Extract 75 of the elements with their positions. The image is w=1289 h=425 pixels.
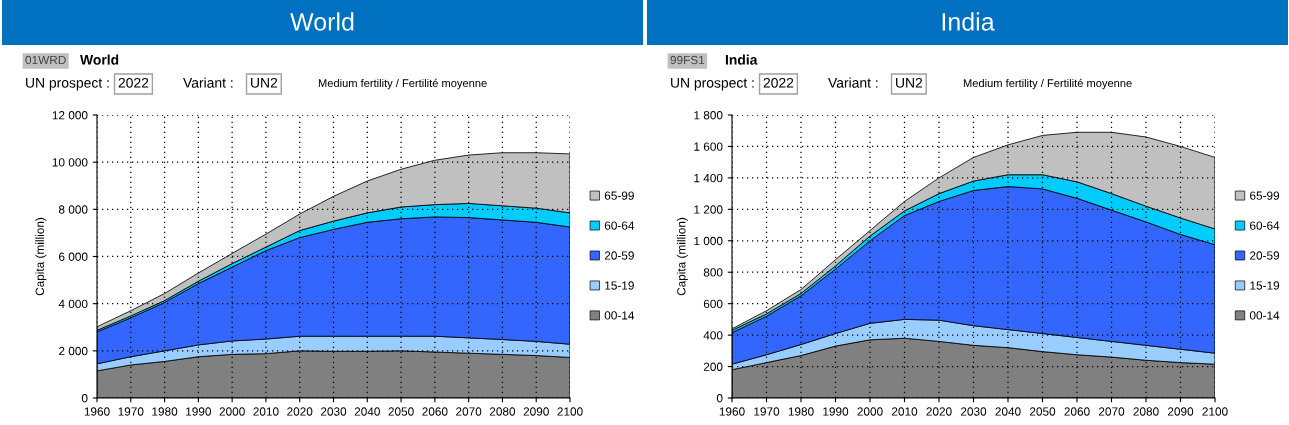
y-tick-label: 1 400 — [694, 173, 723, 183]
legend-label: 65-99 — [1250, 191, 1280, 200]
y-tick-label: 1 000 — [694, 236, 723, 246]
x-tick-label: 2070 — [1098, 407, 1125, 416]
x-tick-label: 1990 — [823, 407, 849, 416]
text: Variant : — [828, 77, 878, 88]
y-tick-label: 600 — [703, 299, 723, 309]
y-tick-label: 4 000 — [58, 299, 88, 309]
x-tick-label: 1960 — [84, 407, 110, 416]
text: UN prospect : — [671, 78, 754, 91]
text: UN prospect : — [26, 78, 109, 91]
legend-label: 20-59 — [604, 251, 634, 260]
x-tick-label: 1970 — [754, 407, 780, 416]
x-tick-label: 2010 — [891, 407, 918, 416]
x-tick-label: 1990 — [186, 407, 212, 416]
x-tick-label: 2090 — [523, 407, 549, 416]
y-tick-label: 1 200 — [694, 205, 723, 214]
text: Medium fertility / Fertilité moyenne — [963, 78, 1132, 90]
legend-label: 00-14 — [1249, 311, 1280, 320]
x-tick-label: 2060 — [1064, 407, 1090, 416]
text: 01WRD — [25, 55, 66, 65]
text: Medium fertility / Fertilité moyenne — [318, 78, 487, 90]
y-tick-label: 200 — [703, 362, 723, 371]
y-tick-label: 0 — [716, 394, 723, 403]
x-tick-label: 1980 — [788, 407, 814, 416]
chart-title: World — [290, 12, 354, 31]
text: Variant : — [183, 77, 233, 88]
x-tick-label: 2020 — [287, 407, 313, 416]
legend-label: 20-59 — [1250, 251, 1280, 260]
x-tick-label: 2080 — [489, 407, 516, 416]
x-tick-label: 2040 — [995, 407, 1021, 416]
y-tick-label: 8 000 — [58, 205, 88, 214]
legend-label: 15-19 — [605, 281, 634, 290]
legend-label: 15-19 — [1250, 281, 1280, 290]
x-tick-label: 2090 — [1167, 407, 1194, 416]
legend-label: 00-14 — [604, 311, 635, 320]
x-tick-label: 2010 — [253, 407, 279, 416]
chart-subtitle: World — [80, 54, 119, 65]
y-tick-label: 2 000 — [59, 346, 88, 356]
x-tick-label: 2100 — [557, 407, 583, 416]
chart-subtitle: India — [725, 54, 758, 65]
text: 2022 — [118, 77, 149, 88]
x-tick-label: 2000 — [857, 407, 883, 416]
x-tick-label: 2020 — [926, 407, 952, 416]
x-tick-label: 1960 — [719, 407, 745, 416]
y-tick-label: 400 — [703, 331, 723, 340]
y-tick-label: 1 800 — [694, 111, 723, 120]
x-tick-label: 2100 — [1202, 407, 1228, 416]
y-axis-title: Capita (million) — [676, 217, 688, 296]
x-tick-label: 1980 — [152, 407, 178, 416]
x-tick-label: 2050 — [388, 407, 414, 416]
x-tick-label: 2030 — [320, 407, 347, 416]
y-tick-label: 0 — [81, 394, 88, 403]
x-tick-label: 2050 — [1029, 407, 1056, 416]
chart-title: India — [942, 12, 995, 31]
y-tick-label: 1 600 — [694, 142, 723, 151]
text: 2022 — [763, 77, 794, 88]
x-tick-label: 2060 — [422, 407, 448, 416]
x-tick-label: 2080 — [1133, 407, 1159, 416]
x-tick-label: 2000 — [219, 407, 245, 416]
y-axis-title: Capita (million) — [35, 217, 47, 296]
y-tick-label: 800 — [703, 268, 723, 277]
text: 99FS1 — [670, 55, 705, 65]
legend-label: 60-64 — [1250, 221, 1280, 230]
x-tick-label: 2040 — [354, 407, 380, 416]
text: UN2 — [251, 77, 278, 88]
x-tick-label: 2030 — [960, 407, 987, 416]
y-tick-label: 6 000 — [59, 252, 88, 261]
y-tick-label: 12 000 — [52, 111, 88, 120]
text: UN2 — [896, 77, 923, 88]
x-tick-label: 1970 — [118, 407, 144, 416]
x-tick-label: 2070 — [456, 407, 482, 416]
y-tick-label: 10 000 — [52, 158, 88, 167]
legend-label: 60-64 — [604, 221, 635, 230]
legend-label: 65-99 — [604, 191, 634, 200]
